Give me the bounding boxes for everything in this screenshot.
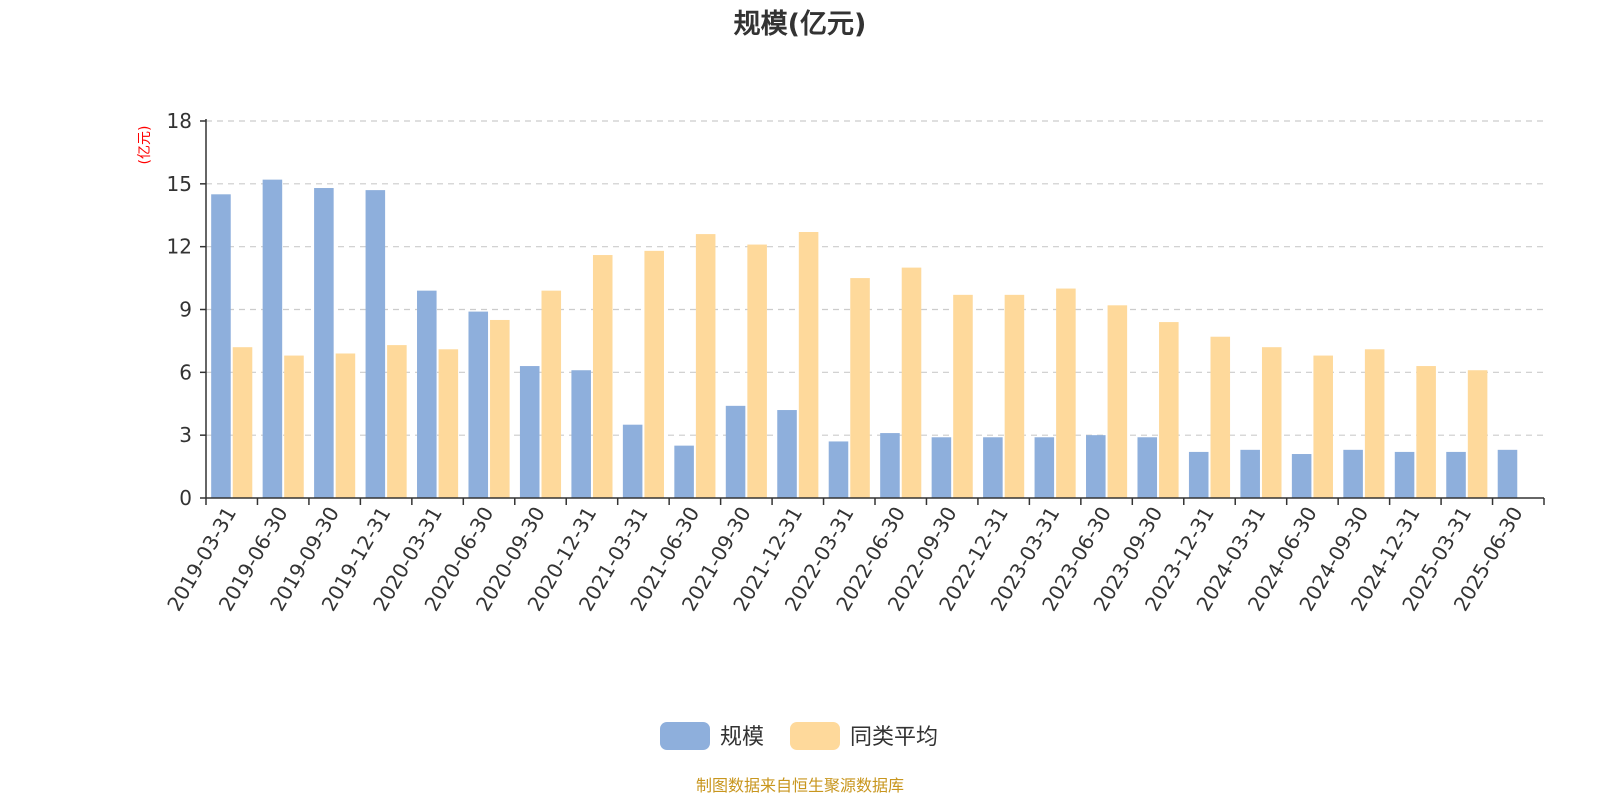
bar-peer-average: [1210, 336, 1231, 498]
legend-label: 规模: [720, 725, 764, 750]
bar-peer-average: [953, 294, 973, 498]
bar-peer-average: [798, 232, 819, 498]
bar-scale: [571, 370, 591, 498]
legend-label: 同类平均: [850, 725, 938, 750]
y-tick-label: 9: [179, 298, 192, 322]
bar-scale: [1446, 451, 1466, 498]
source-note: 制图数据来自恒生聚源数据库: [696, 776, 904, 795]
bar-scale: [622, 424, 643, 498]
bar-peer-average: [335, 353, 356, 498]
bar-scale: [828, 441, 849, 498]
legend: 规模 同类平均: [660, 722, 938, 750]
bar-scale: [262, 179, 283, 498]
bar-peer-average: [1056, 288, 1076, 498]
bar-peer-average: [490, 319, 510, 498]
bar-peer-average: [644, 250, 664, 498]
bar-peer-average: [1416, 366, 1436, 498]
y-tick-label: 3: [179, 423, 192, 447]
y-axis-unit-label: (亿元): [137, 126, 153, 165]
bar-scale: [674, 445, 694, 498]
bar-peer-average: [438, 349, 459, 498]
bar-scale: [1497, 449, 1518, 498]
bar-peer-average: [592, 255, 613, 498]
bar-scale: [1240, 449, 1260, 498]
y-axis-ticks: 0 3 6 9 12 15 18: [167, 109, 206, 510]
bar-peer-average: [901, 267, 922, 498]
bar-scale: [880, 433, 900, 498]
bar-scale: [519, 366, 540, 498]
x-axis-ticks: 2019-03-312019-06-302019-09-302019-12-31…: [162, 498, 1545, 615]
bar-peer-average: [387, 345, 407, 498]
y-tick-label: 15: [167, 172, 192, 196]
bar-scale: [468, 311, 489, 498]
bar-scale: [725, 405, 746, 498]
bar-peer-average: [284, 355, 304, 498]
bar-scale: [983, 437, 1003, 498]
bars: [211, 179, 1518, 499]
bar-peer-average: [1313, 355, 1333, 498]
legend-swatch: [660, 722, 710, 750]
bar-scale: [1086, 435, 1106, 498]
bar-scale: [365, 190, 386, 498]
bar-scale: [1291, 454, 1312, 498]
bar-scale: [931, 437, 952, 498]
bar-scale: [777, 410, 797, 498]
grid-lines: [206, 120, 1544, 436]
bar-scale: [211, 194, 231, 499]
bar-peer-average: [541, 290, 562, 498]
y-tick-label: 6: [179, 360, 192, 384]
bar-scale: [314, 188, 334, 498]
bar-peer-average: [747, 244, 767, 498]
chart-title: 规模(亿元): [734, 9, 867, 40]
bar-peer-average: [1261, 347, 1282, 498]
bar-peer-average: [1107, 305, 1128, 498]
bar-peer-average: [1004, 294, 1025, 498]
bar-peer-average: [1467, 370, 1488, 498]
bar-peer-average: [695, 234, 716, 498]
bar-peer-average: [1159, 322, 1179, 498]
bar-scale: [1394, 451, 1415, 498]
bar-peer-average: [1364, 349, 1385, 498]
bar-scale: [1343, 449, 1363, 498]
bar-scale: [1034, 437, 1055, 498]
y-tick-label: 18: [167, 109, 192, 133]
y-tick-label: 12: [167, 235, 192, 259]
bar-scale: [1137, 437, 1158, 498]
bar-scale: [417, 290, 437, 498]
legend-swatch: [790, 722, 840, 750]
bar-scale: [1188, 451, 1209, 498]
bar-peer-average: [232, 347, 253, 498]
axes: [205, 119, 1544, 499]
y-tick-label: 0: [179, 486, 192, 510]
bar-peer-average: [850, 278, 870, 498]
